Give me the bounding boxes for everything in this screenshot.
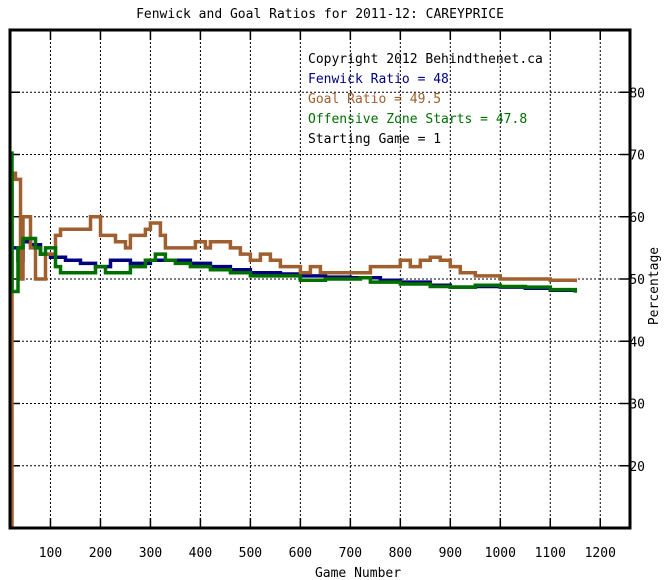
series-lines: [10, 151, 578, 527]
y-tick-label: 20: [629, 460, 645, 475]
x-tick-label: 600: [289, 546, 312, 561]
y-tick-label: 40: [629, 335, 645, 350]
y-tick-label: 50: [629, 273, 645, 288]
y-tick-label: 60: [629, 211, 645, 226]
x-tick-label: 400: [189, 546, 212, 561]
x-tick-label: 200: [89, 546, 112, 561]
chart-title: Fenwick and Goal Ratios for 2011-12: CAR…: [136, 7, 504, 22]
x-tick-label: 1200: [585, 546, 616, 561]
y-tick-label: 30: [629, 398, 645, 413]
offensive-zone-starts-line: [10, 151, 578, 294]
copyright-annotation: Copyright 2012 Behindthenet.ca: [308, 52, 543, 67]
x-tick-label: 300: [139, 546, 162, 561]
legend-entry-goal: Goal Ratio = 49.5: [308, 92, 441, 107]
x-tick-label: 700: [339, 546, 362, 561]
goal-ratio-line: [10, 171, 578, 527]
y-axis-label: Percentage: [647, 247, 662, 325]
starting-game-annotation: Starting Game = 1: [308, 132, 441, 147]
x-axis-label: Game Number: [315, 566, 401, 580]
x-tick-label: 100: [39, 546, 62, 561]
x-tick-label: 1000: [485, 546, 516, 561]
x-tick-label: 900: [439, 546, 462, 561]
y-tick-label: 80: [629, 86, 645, 101]
x-tick-label: 1100: [535, 546, 566, 561]
legend-entry-ozone: Offensive Zone Starts = 47.8: [308, 112, 527, 127]
plot-area-border: [8, 28, 632, 530]
axis-ticks: 100 200 300 400 500 600 700 800 900 1000 1100 1200 2…: [10, 30, 645, 561]
y-tick-label: 70: [629, 149, 645, 164]
legend: Copyright 2012 Behindthenet.ca Fenwick R…: [308, 52, 543, 147]
x-tick-label: 800: [389, 546, 412, 561]
legend-entry-fenwick: Fenwick Ratio = 48: [308, 72, 449, 87]
x-tick-label: 500: [239, 546, 262, 561]
